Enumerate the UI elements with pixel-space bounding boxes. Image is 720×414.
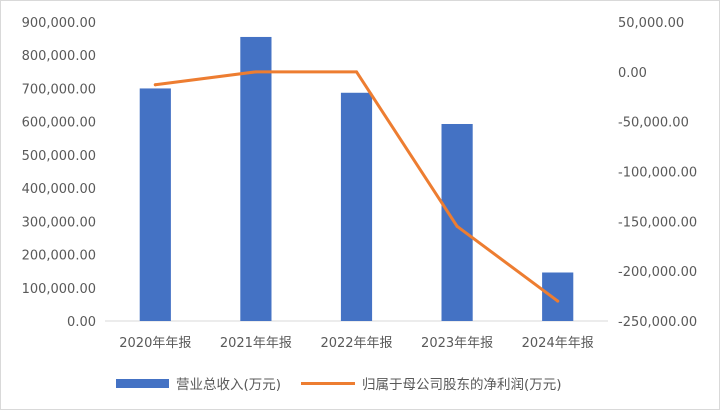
left-tick-label: 900,000.00 — [22, 16, 96, 31]
left-tick-label: 300,000.00 — [22, 215, 96, 230]
line-point — [455, 224, 459, 228]
legend: 营业总收入(万元) 归属于母公司股东的净利润(万元) — [116, 376, 562, 393]
left-axis: 0.00 100,000.00 200,000.00 300,000.00 400,00… — [22, 16, 96, 330]
left-tick-label: 100,000.00 — [22, 282, 96, 297]
bar — [139, 88, 171, 321]
left-tick-label: 400,000.00 — [22, 182, 96, 197]
right-tick-label: -200,000.00 — [618, 265, 697, 280]
left-tick-label: 0.00 — [67, 315, 96, 330]
x-axis: 2020年年报 2021年年报 2022年年报 2023年年报 2024年年报 — [119, 336, 593, 351]
line-point — [153, 83, 157, 87]
x-tick-label: 2020年年报 — [119, 336, 191, 351]
left-tick-label: 700,000.00 — [22, 82, 96, 97]
legend-label-line: 归属于母公司股东的净利润(万元) — [362, 376, 562, 393]
right-axis: -250,000.00 -200,000.00 -150,000.00 -100,00… — [618, 16, 697, 330]
bar — [441, 123, 473, 322]
x-tick-label: 2024年年报 — [522, 336, 594, 351]
legend-label-bar: 营业总收入(万元) — [176, 377, 281, 393]
left-tick-label: 800,000.00 — [22, 49, 96, 64]
right-tick-label: -100,000.00 — [618, 166, 697, 181]
left-tick-label: 500,000.00 — [22, 149, 96, 164]
x-tick-label: 2021年年报 — [220, 336, 292, 351]
right-tick-label: -50,000.00 — [618, 116, 689, 131]
line-point — [556, 299, 560, 303]
legend-swatch-bar — [116, 379, 169, 388]
x-tick-label: 2023年年报 — [421, 336, 493, 351]
x-tick-label: 2022年年报 — [320, 336, 392, 351]
left-tick-label: 200,000.00 — [22, 249, 96, 264]
bar — [240, 36, 272, 321]
line-point — [254, 70, 258, 74]
right-tick-label: 50,000.00 — [618, 16, 684, 31]
bar — [542, 272, 574, 321]
left-tick-label: 600,000.00 — [22, 116, 96, 131]
line-series — [153, 70, 560, 303]
right-tick-label: -250,000.00 — [618, 315, 697, 330]
right-tick-label: -150,000.00 — [618, 215, 697, 230]
right-tick-label: 0.00 — [618, 66, 647, 81]
bar-series — [139, 36, 574, 322]
line-point — [355, 70, 358, 74]
bar — [340, 92, 373, 321]
